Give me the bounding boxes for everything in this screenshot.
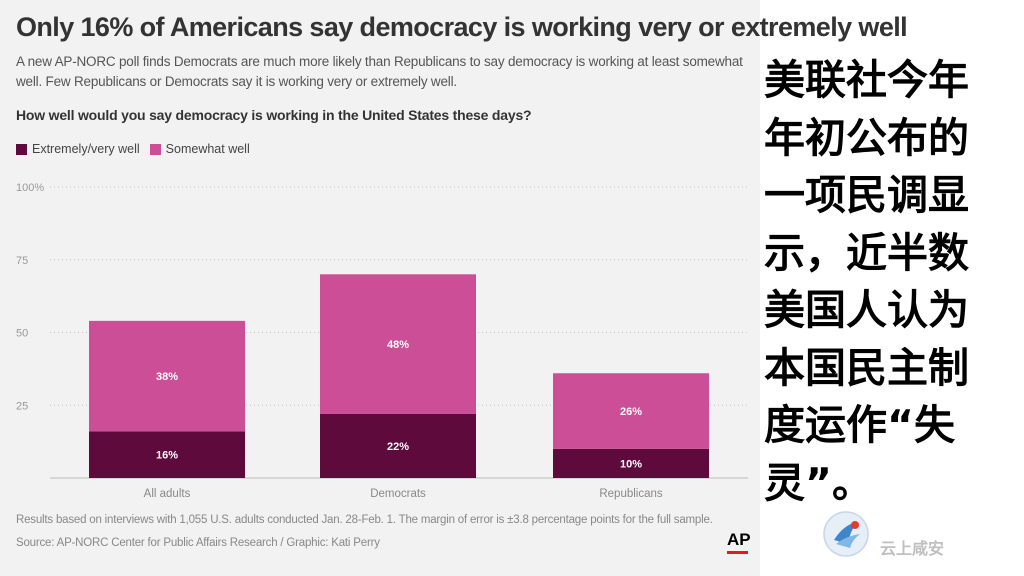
x-category-label: Democrats xyxy=(370,488,426,500)
chart-title: Only 16% of Americans say democracy is w… xyxy=(16,12,908,42)
legend-item-somewhat-well: Somewhat well xyxy=(149,142,250,156)
overlay-caption: 美联社今年年初公布的一项民调显示，近半数美国人认为本国民主制度运作“失灵”。 xyxy=(764,56,969,507)
bar-segment xyxy=(553,373,709,449)
bar-segment xyxy=(89,320,245,432)
chart-footnote: Results based on interviews with 1,055 U… xyxy=(16,514,713,526)
ap-logo-rule xyxy=(727,551,748,554)
brand-watermark: 云上咸安 xyxy=(822,510,1022,560)
chart-source: Source: AP-NORC Center for Public Affair… xyxy=(16,537,380,549)
bar-data-label: 16% xyxy=(156,450,178,462)
y-tick-label: 50 xyxy=(16,328,28,340)
bar-data-label: 38% xyxy=(156,371,178,383)
bar-segment xyxy=(320,413,476,478)
brand-logo-icon xyxy=(823,511,869,557)
chart-subtitle: A new AP-NORC poll finds Democrats are m… xyxy=(16,54,743,89)
x-category-label: Republicans xyxy=(599,488,663,500)
bar-segment xyxy=(89,431,245,478)
y-tick-label: 25 xyxy=(16,400,28,412)
bar-data-label: 22% xyxy=(387,441,409,453)
y-tick-label: 75 xyxy=(16,255,28,267)
legend-item-extremely-very-well: Extremely/very well xyxy=(16,142,140,156)
chart-graphic: Only 16% of Americans say democracy is w… xyxy=(0,0,908,576)
legend-swatch-extremely-very-well xyxy=(16,143,27,155)
survey-question: How well would you say democracy is work… xyxy=(16,107,532,123)
ap-logo: AP xyxy=(727,530,751,549)
bar-data-label: 10% xyxy=(620,458,642,470)
chart-legend: Extremely/very well Somewhat well xyxy=(16,141,260,157)
bar-data-label: 26% xyxy=(620,406,642,418)
x-category-label: All adults xyxy=(144,488,191,500)
bar-segment xyxy=(553,448,709,478)
y-tick-label: 100% xyxy=(16,182,44,194)
legend-swatch-somewhat-well xyxy=(149,143,161,155)
bar-data-label: 48% xyxy=(387,339,409,351)
stacked-bar-chart: 25 50 75 100% 16% 38% All adults 22% 48% Democrat… xyxy=(16,182,748,500)
bar-segment xyxy=(320,274,476,414)
legend-label: Extremely/very well xyxy=(32,142,140,156)
legend-label: Somewhat well xyxy=(165,142,250,156)
brand-name: 云上咸安 xyxy=(880,539,945,558)
